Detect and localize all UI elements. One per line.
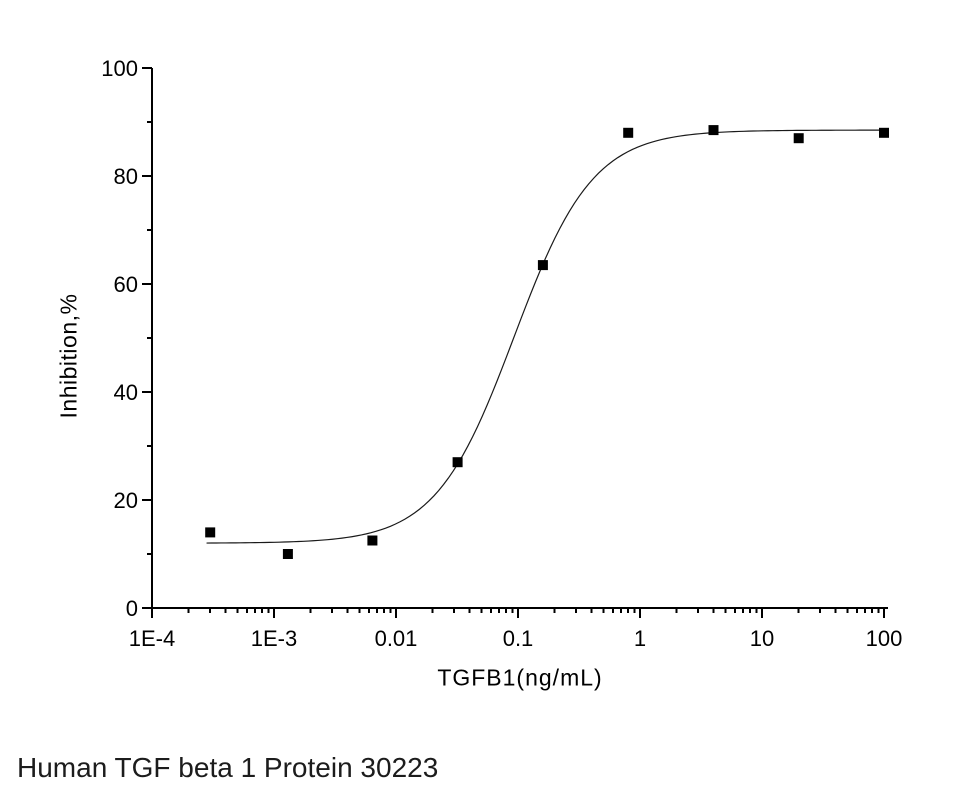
data-point (282, 549, 293, 559)
y-tick-label: 60 (114, 272, 138, 297)
data-point (793, 133, 804, 144)
y-tick-label: 20 (114, 488, 138, 513)
y-tick-label: 80 (114, 164, 138, 189)
axes (142, 67, 888, 618)
figure-caption: Human TGF beta 1 Protein 30223 (17, 752, 439, 783)
dose-response-chart: 0 20 40 60 80 100 1E-4 1E-3 0.01 0.1 1 10 100 (101, 56, 903, 651)
x-tick-label: 1E-3 (251, 626, 297, 651)
fit-curve (206, 129, 885, 544)
x-tick-label: 1 (634, 626, 646, 651)
data-point (879, 127, 889, 138)
data-point (537, 260, 548, 271)
data-point (367, 535, 378, 546)
x-tick-label: 0.1 (503, 626, 534, 651)
data-point (623, 127, 634, 138)
y-tick-label: 100 (101, 56, 138, 81)
y-tick-label: 0 (126, 596, 138, 621)
y-axis-title: Inhibition,% (55, 293, 82, 419)
data-points (205, 125, 889, 559)
y-tick-labels: 0 20 40 60 80 100 (101, 56, 138, 621)
y-tick-label: 40 (114, 380, 138, 405)
data-point (205, 527, 216, 538)
x-tick-label: 0.01 (375, 626, 418, 651)
x-tick-label: 100 (866, 626, 903, 651)
x-axis-title: TGFB1(ng/mL) (437, 664, 603, 691)
x-tick-label: 1E-4 (129, 626, 175, 651)
data-point (708, 125, 719, 136)
data-point (452, 457, 463, 468)
x-tick-label: 10 (750, 626, 774, 651)
x-tick-labels: 1E-4 1E-3 0.01 0.1 1 10 100 (129, 626, 903, 651)
